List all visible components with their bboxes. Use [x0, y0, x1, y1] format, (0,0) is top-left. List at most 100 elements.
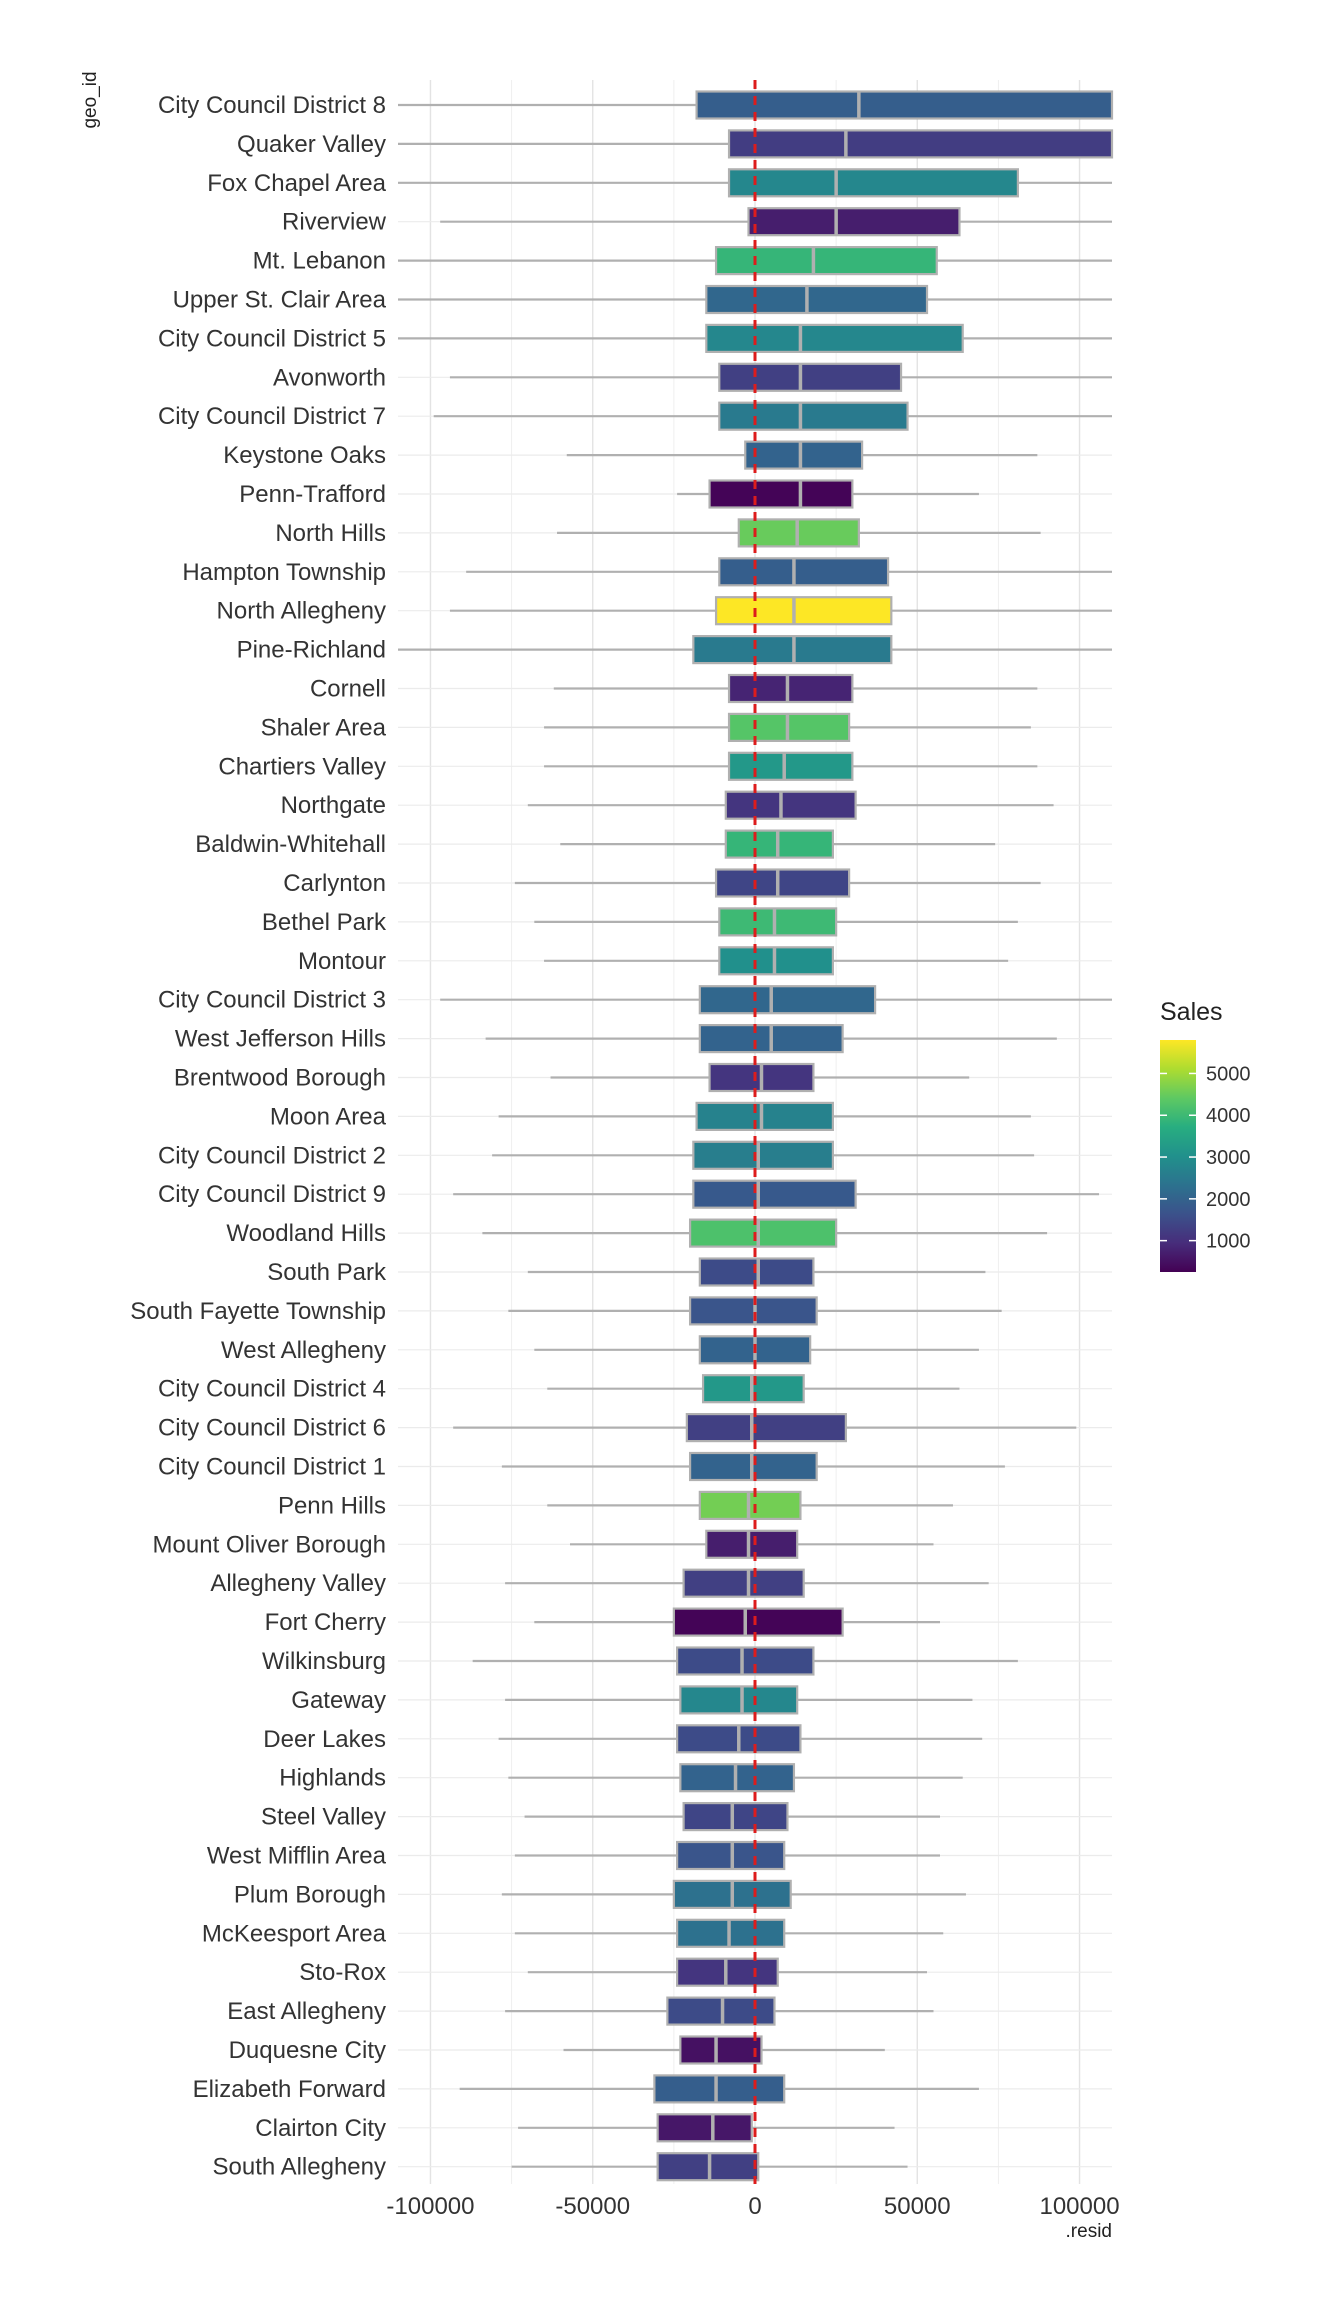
- y-axis-title: geo_id: [80, 71, 101, 128]
- x-axis-title: .resid: [1066, 2221, 1112, 2242]
- category-label: Plum Borough: [234, 1881, 386, 1908]
- x-tick-label: 50000: [884, 2193, 951, 2220]
- box: [705, 323, 964, 353]
- category-label: Brentwood Borough: [174, 1065, 386, 1092]
- category-label: Quaker Valley: [237, 131, 386, 158]
- legend-colorbar: [1160, 1040, 1196, 1272]
- category-label: City Council District 3: [158, 987, 386, 1014]
- category-label: Bethel Park: [262, 909, 387, 936]
- x-tick-label: -50000: [555, 2193, 630, 2220]
- box: [727, 129, 1114, 159]
- category-label: Elizabeth Forward: [193, 2076, 386, 2103]
- category-label: City Council District 4: [158, 1376, 386, 1403]
- category-label: West Jefferson Hills: [175, 1026, 386, 1053]
- box: [679, 2035, 763, 2065]
- category-label: Allegheny Valley: [210, 1570, 386, 1597]
- category-label: Upper St. Clair Area: [173, 287, 387, 314]
- legend-tick-label: 5000: [1206, 1063, 1251, 1085]
- x-tick-label: 0: [748, 2193, 761, 2220]
- box: [682, 1568, 805, 1598]
- box: [727, 168, 1019, 198]
- legend-tick-label: 2000: [1206, 1189, 1251, 1211]
- legend-tick-label: 3000: [1206, 1147, 1251, 1169]
- category-label: Fox Chapel Area: [207, 170, 386, 197]
- box: [685, 1412, 847, 1443]
- category-label: South Allegheny: [213, 2154, 386, 2181]
- box: [695, 90, 1114, 120]
- box: [692, 1179, 857, 1209]
- category-label: City Council District 2: [158, 1142, 386, 1169]
- legend-tick-label: 1000: [1206, 1231, 1251, 1253]
- box: [747, 207, 961, 237]
- category-label: Steel Valley: [261, 1804, 386, 1831]
- box: [682, 1801, 789, 1832]
- category-label: Riverview: [282, 209, 387, 236]
- box: [676, 1646, 815, 1676]
- category-label: Carlynton: [283, 870, 386, 897]
- box: [714, 246, 938, 276]
- legend-title: Sales: [1160, 998, 1223, 1026]
- box: [744, 440, 864, 470]
- box: [705, 284, 929, 315]
- category-label: Clairton City: [255, 2115, 386, 2142]
- box: [714, 868, 851, 898]
- box: [714, 596, 893, 626]
- category-label: Moon Area: [270, 1103, 387, 1130]
- boxes: [653, 90, 1114, 2182]
- category-label: City Council District 1: [158, 1454, 386, 1481]
- x-tick-label: 100000: [1039, 2193, 1119, 2220]
- legend-ticks: 1000 2000 3000 4000 5000: [1160, 1063, 1251, 1253]
- category-label: Fort Cherry: [265, 1609, 386, 1636]
- box: [698, 985, 877, 1015]
- category-label: Cornell: [310, 676, 386, 703]
- box: [705, 1529, 799, 1559]
- category-label: Montour: [298, 948, 386, 975]
- category-label: Wilkinsburg: [262, 1648, 386, 1675]
- box: [718, 362, 903, 392]
- box: [727, 673, 854, 704]
- category-label: City Council District 7: [158, 403, 386, 430]
- category-label: Penn-Trafford: [239, 481, 386, 508]
- category-label: West Mifflin Area: [207, 1843, 387, 1870]
- box: [727, 751, 854, 781]
- category-label: South Fayette Township: [130, 1298, 386, 1325]
- category-label: Penn Hills: [278, 1492, 386, 1519]
- box: [679, 1685, 799, 1715]
- box: [708, 479, 854, 509]
- category-label: Northgate: [281, 792, 386, 819]
- category-labels: City Council District 8 Quaker Valley Fox …: [130, 92, 387, 2181]
- box: [656, 2113, 753, 2143]
- category-label: Duquesne City: [229, 2037, 386, 2064]
- category-label: City Council District 9: [158, 1181, 386, 1208]
- x-tick-labels: -100000 -50000 0 50000 100000: [386, 2193, 1119, 2220]
- box: [718, 401, 909, 431]
- category-label: Hampton Township: [182, 559, 386, 586]
- box: [688, 1218, 838, 1248]
- category-label: Deer Lakes: [263, 1726, 386, 1753]
- category-label: Avonworth: [273, 364, 386, 391]
- box: [695, 1101, 834, 1132]
- category-label: Highlands: [279, 1765, 386, 1792]
- category-label: Pine-Richland: [237, 637, 386, 664]
- category-label: Shaler Area: [261, 714, 387, 741]
- category-label: Mt. Lebanon: [253, 248, 386, 275]
- box: [653, 2074, 786, 2104]
- category-label: Keystone Oaks: [223, 442, 386, 469]
- category-label: North Hills: [275, 520, 386, 547]
- legend: Sales 1000 2000 3000 4000 5000: [1160, 998, 1251, 1272]
- box: [724, 790, 857, 820]
- category-label: East Allegheny: [227, 1998, 386, 2025]
- category-label: City Council District 5: [158, 325, 386, 352]
- legend-tick-label: 4000: [1206, 1105, 1251, 1127]
- category-label: Woodland Hills: [226, 1220, 386, 1247]
- category-label: McKeesport Area: [202, 1920, 387, 1947]
- category-label: West Allegheny: [221, 1337, 386, 1364]
- category-label: South Park: [267, 1259, 387, 1286]
- box: [692, 1140, 834, 1170]
- category-label: City Council District 6: [158, 1415, 386, 1442]
- category-label: Mount Oliver Borough: [153, 1531, 386, 1558]
- category-label: Gateway: [291, 1687, 386, 1714]
- category-label: City Council District 8: [158, 92, 386, 119]
- box: [718, 557, 890, 587]
